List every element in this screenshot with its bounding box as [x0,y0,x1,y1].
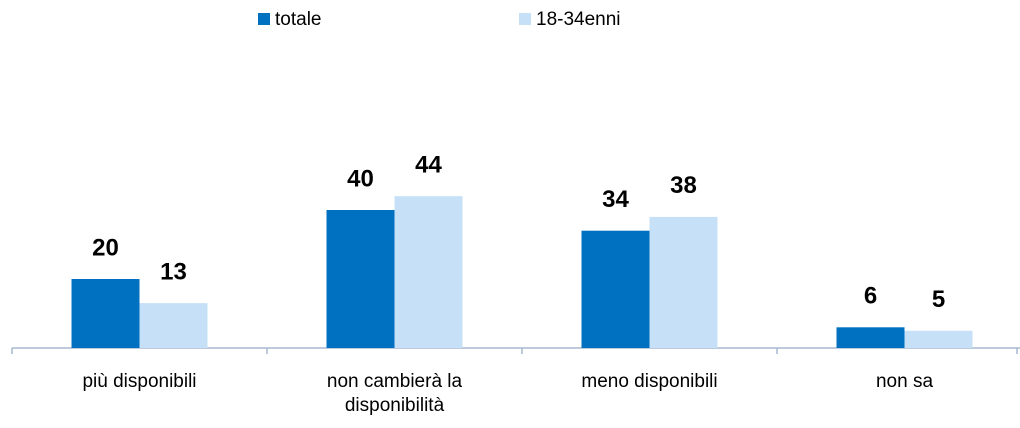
bar [836,327,905,348]
legend-label: totale [275,9,321,30]
value-label: 13 [160,258,187,285]
legend-swatch [519,13,531,25]
value-label: 5 [932,286,945,313]
x-tick-label: non sa [875,371,934,392]
value-label: 44 [415,152,442,179]
bar [326,210,395,348]
bar [904,330,973,348]
value-label: 34 [602,186,629,213]
value-label: 38 [670,172,697,199]
value-label: 20 [92,234,119,261]
bar [581,230,650,348]
x-tick-label: più disponibili [82,371,197,392]
x-tick-label: non cambierà la disponibilità [326,371,463,416]
x-tick-label: meno disponibili [581,371,718,392]
bar [71,279,140,348]
bar [394,196,463,348]
legend-swatch [258,13,270,25]
bar [649,216,718,348]
bar [139,303,208,348]
value-label: 6 [864,283,877,310]
value-label: 40 [347,165,374,192]
legend-label: 18-34enni [536,9,621,30]
